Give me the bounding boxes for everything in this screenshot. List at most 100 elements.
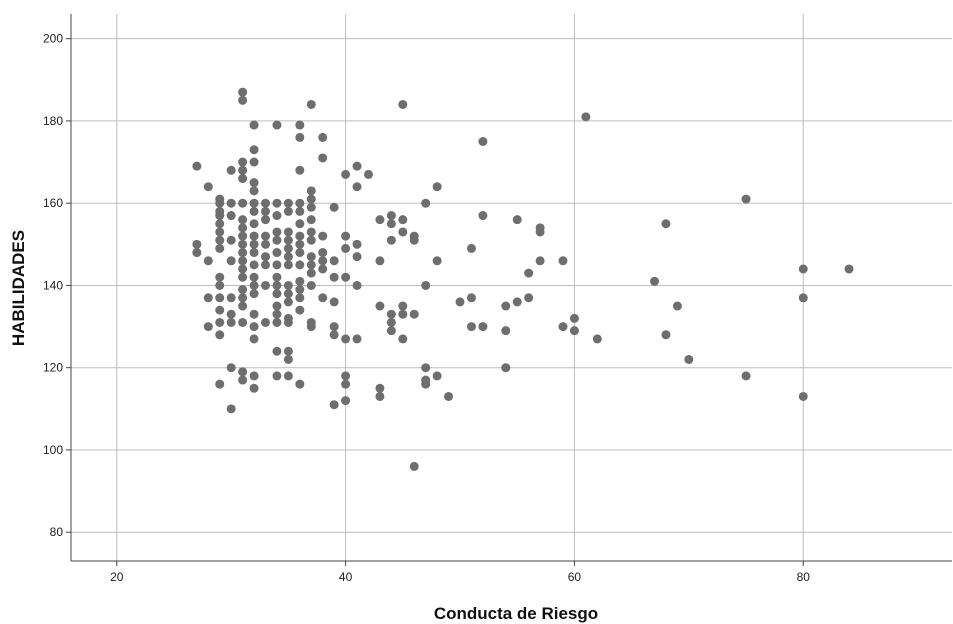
data-point [386, 219, 396, 229]
data-point [238, 239, 248, 249]
data-point [341, 371, 351, 381]
data-point [283, 198, 293, 208]
data-point [341, 169, 351, 179]
data-point [249, 309, 259, 319]
data-point [512, 215, 522, 225]
data-point [215, 243, 225, 253]
data-point [375, 256, 385, 266]
data-point [272, 371, 282, 381]
data-point [352, 334, 362, 344]
data-point [283, 243, 293, 253]
data-point [295, 231, 305, 241]
data-point [363, 169, 373, 179]
data-point [650, 276, 660, 286]
data-point [238, 157, 248, 167]
data-point [272, 317, 282, 327]
data-point [341, 334, 351, 344]
data-point [283, 280, 293, 290]
data-point [238, 367, 248, 377]
data-point [215, 280, 225, 290]
data-point [272, 248, 282, 258]
data-point [238, 248, 248, 258]
data-point [398, 301, 408, 311]
data-point [421, 280, 431, 290]
data-point [215, 219, 225, 229]
data-point [306, 280, 316, 290]
data-point [249, 280, 259, 290]
data-point [272, 227, 282, 237]
data-point [249, 157, 259, 167]
data-point [272, 235, 282, 245]
data-point [215, 379, 225, 389]
data-point [409, 235, 419, 245]
data-point [741, 194, 751, 204]
data-point [249, 206, 259, 216]
data-point [306, 235, 316, 245]
data-point [352, 161, 362, 171]
data-point [535, 256, 545, 266]
data-point [283, 289, 293, 299]
data-point [272, 120, 282, 130]
tick-labels: 20 40 60 80 80 100 120 140 160 180 200 [43, 32, 810, 584]
data-point [318, 153, 328, 163]
data-point [501, 363, 511, 373]
data-point [249, 219, 259, 229]
data-point [386, 309, 396, 319]
data-point [386, 326, 396, 336]
data-point [283, 317, 293, 327]
data-point [238, 317, 248, 327]
data-point [306, 186, 316, 196]
data-point [283, 346, 293, 356]
data-point [272, 309, 282, 319]
data-point [295, 132, 305, 142]
data-point [238, 375, 248, 385]
data-point [581, 112, 591, 122]
data-point [215, 317, 225, 327]
data-point [249, 260, 259, 270]
data-point [226, 235, 236, 245]
x-axis-title: Conducta de Riesgo [434, 604, 598, 623]
data-point [238, 285, 248, 295]
x-tick-label: 40 [339, 570, 353, 584]
data-point [444, 391, 454, 401]
data-point [398, 227, 408, 237]
data-point [318, 293, 328, 303]
data-point [741, 371, 751, 381]
data-point [226, 404, 236, 414]
data-point [386, 211, 396, 221]
data-point [249, 322, 259, 332]
data-point [226, 211, 236, 221]
data-point [215, 272, 225, 282]
data-point [272, 280, 282, 290]
data-point [375, 391, 385, 401]
data-point [238, 87, 248, 97]
data-point [261, 198, 271, 208]
data-point [798, 293, 808, 303]
data-point [501, 301, 511, 311]
data-point [261, 215, 271, 225]
data-point [261, 231, 271, 241]
data-point [535, 227, 545, 237]
data-point [386, 317, 396, 327]
data-point [272, 260, 282, 270]
data-point [295, 239, 305, 249]
x-tick-label: 80 [797, 570, 811, 584]
data-point [478, 322, 488, 332]
data-point [249, 289, 259, 299]
data-point [215, 235, 225, 245]
data-point [341, 379, 351, 389]
y-tick-label: 180 [43, 114, 63, 128]
data-point [249, 178, 259, 188]
data-point [238, 174, 248, 184]
data-point [238, 95, 248, 105]
data-point [238, 293, 248, 303]
data-point [203, 182, 213, 192]
data-point [215, 330, 225, 340]
data-point [672, 301, 682, 311]
data-point [261, 206, 271, 216]
data-point [261, 260, 271, 270]
data-point [432, 256, 442, 266]
data-point [352, 239, 362, 249]
data-point [524, 268, 534, 278]
data-point [329, 256, 339, 266]
